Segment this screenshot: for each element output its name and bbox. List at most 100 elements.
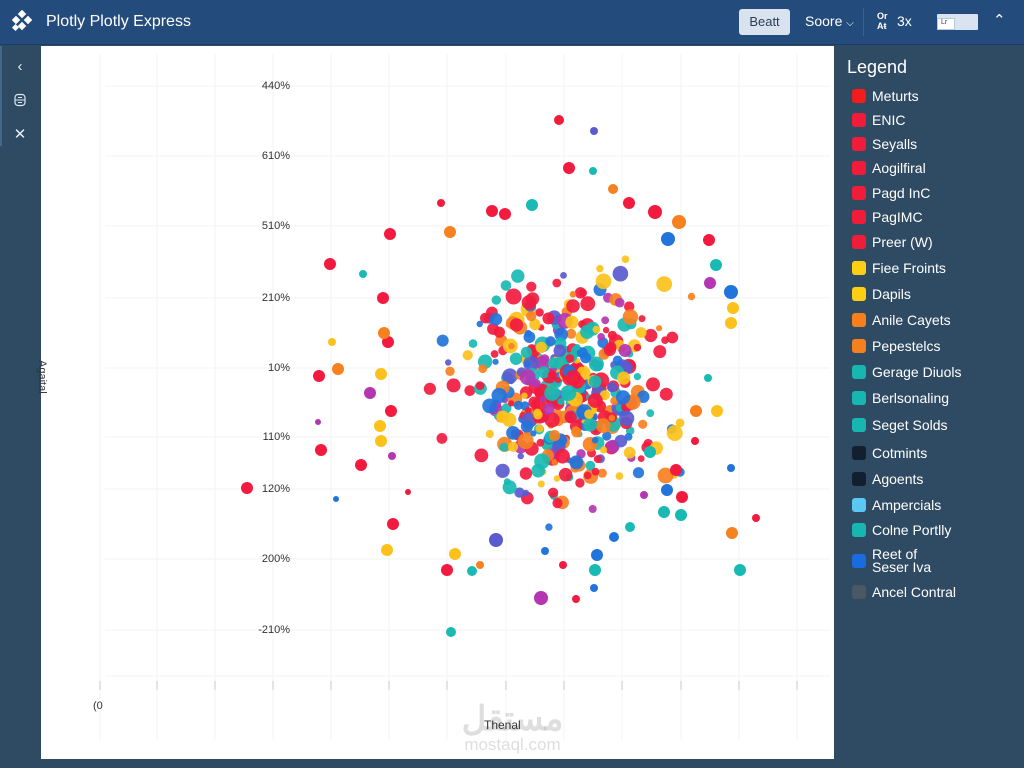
data-point[interactable] [661, 336, 669, 345]
data-point[interactable] [517, 433, 534, 450]
data-point[interactable] [505, 288, 522, 305]
data-point[interactable] [622, 309, 639, 325]
data-point[interactable] [313, 370, 325, 382]
data-point[interactable] [509, 352, 523, 365]
data-point[interactable] [553, 475, 561, 482]
data-point[interactable] [618, 344, 632, 357]
data-point[interactable] [534, 453, 550, 470]
data-point[interactable] [559, 561, 567, 569]
data-point[interactable] [500, 280, 512, 291]
data-point[interactable] [388, 452, 396, 460]
data-point[interactable] [499, 442, 509, 452]
data-point[interactable] [544, 385, 560, 401]
data-point[interactable] [490, 350, 499, 358]
data-point[interactable] [596, 265, 604, 273]
data-point[interactable] [666, 331, 679, 344]
data-point[interactable] [523, 355, 539, 372]
data-point[interactable] [476, 320, 483, 328]
data-point[interactable] [563, 162, 575, 174]
data-point[interactable] [619, 410, 635, 426]
data-point[interactable] [315, 419, 321, 425]
data-point[interactable] [476, 561, 484, 569]
data-point[interactable] [423, 382, 436, 395]
legend-item[interactable]: Agoents [852, 469, 923, 489]
data-point[interactable] [536, 438, 545, 447]
data-point[interactable] [493, 326, 505, 338]
legend-item[interactable]: Pepestelcs [852, 336, 940, 356]
data-point[interactable] [637, 455, 645, 462]
data-point[interactable] [571, 427, 582, 438]
data-point[interactable] [554, 327, 568, 342]
data-point[interactable] [511, 269, 525, 283]
data-point[interactable] [638, 419, 648, 429]
data-point[interactable] [614, 297, 625, 308]
data-point[interactable] [555, 377, 561, 383]
data-point[interactable] [625, 522, 635, 532]
legend-item[interactable]: Dapils [852, 284, 911, 304]
data-point[interactable] [332, 363, 344, 375]
data-point[interactable] [521, 392, 528, 399]
data-point[interactable] [691, 437, 699, 445]
data-point[interactable] [592, 325, 601, 334]
data-point[interactable] [595, 273, 612, 290]
zoom-level[interactable]: 3x [897, 13, 912, 29]
data-point[interactable] [602, 326, 610, 334]
data-point[interactable] [543, 403, 555, 415]
data-point[interactable] [661, 232, 675, 246]
data-point[interactable] [333, 496, 339, 502]
data-point[interactable] [606, 382, 618, 393]
data-point[interactable] [608, 184, 618, 194]
data-point[interactable] [580, 324, 595, 339]
plot-area[interactable] [41, 46, 834, 759]
data-point[interactable] [656, 325, 663, 332]
data-point[interactable] [670, 464, 682, 476]
data-point[interactable] [467, 566, 477, 576]
data-point[interactable] [491, 295, 501, 305]
close-icon[interactable]: ✕ [13, 126, 27, 143]
data-point[interactable] [584, 409, 594, 420]
legend-item[interactable]: Seyalls [852, 134, 917, 154]
data-point[interactable] [580, 352, 592, 364]
data-point[interactable] [623, 197, 635, 209]
data-point[interactable] [624, 433, 633, 441]
data-point[interactable] [533, 408, 542, 417]
data-point[interactable] [446, 627, 456, 637]
data-point[interactable] [704, 277, 716, 289]
data-point[interactable] [565, 315, 579, 329]
legend-item[interactable]: Ancel Contral [852, 582, 956, 602]
legend-item[interactable]: Cotmints [852, 443, 927, 463]
data-point[interactable] [381, 544, 393, 556]
data-point[interactable] [658, 506, 670, 518]
data-point[interactable] [624, 301, 635, 312]
data-point[interactable] [565, 354, 575, 363]
data-point[interactable] [614, 434, 628, 448]
data-point[interactable] [547, 357, 559, 369]
data-point[interactable] [445, 359, 452, 366]
data-point[interactable] [526, 281, 537, 292]
data-point[interactable] [385, 405, 397, 417]
legend-item[interactable]: Meturts [852, 86, 919, 106]
data-point[interactable] [687, 292, 696, 301]
data-point[interactable] [377, 292, 389, 304]
data-point[interactable] [446, 378, 461, 393]
database-icon[interactable] [11, 93, 29, 111]
data-point[interactable] [375, 368, 387, 380]
data-point[interactable] [482, 398, 498, 414]
data-point[interactable] [704, 374, 712, 382]
data-point[interactable] [558, 467, 573, 482]
legend-item[interactable]: Gerage Diuols [852, 362, 962, 382]
data-point[interactable] [574, 344, 581, 351]
data-point[interactable] [449, 548, 461, 560]
data-point[interactable] [569, 291, 577, 298]
data-point[interactable] [506, 426, 520, 440]
data-point[interactable] [474, 448, 489, 463]
data-point[interactable] [520, 346, 533, 359]
data-point[interactable] [355, 459, 367, 471]
data-point[interactable] [549, 430, 561, 442]
data-point[interactable] [703, 234, 715, 246]
data-point[interactable] [590, 127, 598, 135]
data-point[interactable] [646, 409, 655, 418]
data-point[interactable] [529, 318, 541, 331]
data-point[interactable] [690, 405, 702, 417]
text-format-icon[interactable]: Or Aŧ [877, 11, 888, 31]
